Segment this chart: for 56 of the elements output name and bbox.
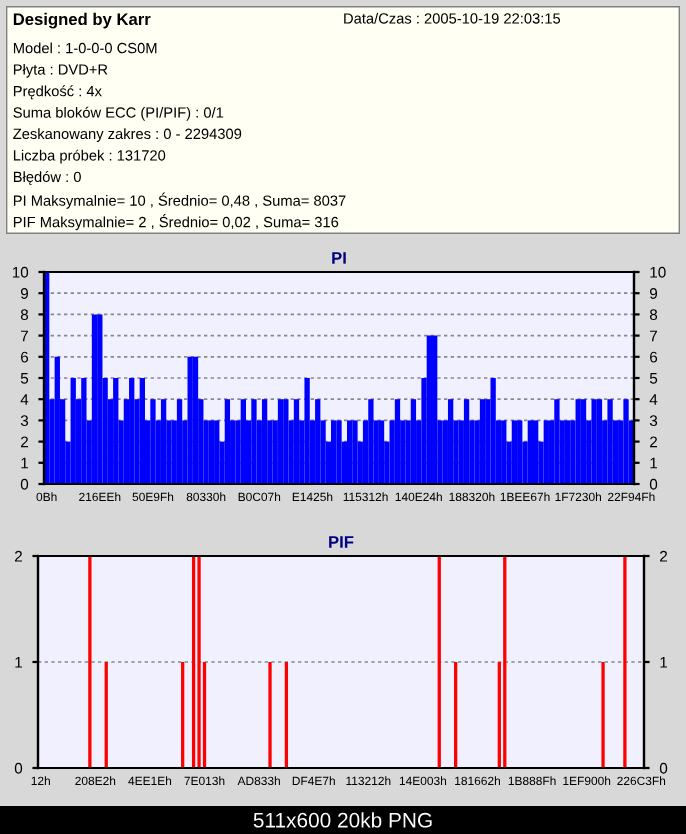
bar bbox=[277, 399, 284, 484]
bar bbox=[70, 378, 76, 484]
text: 511x600 20kb PNG bbox=[253, 812, 432, 828]
bar bbox=[81, 378, 87, 484]
bar bbox=[293, 399, 300, 484]
bar bbox=[97, 314, 103, 484]
bar bbox=[336, 420, 342, 484]
bar bbox=[187, 356, 193, 484]
bar bbox=[564, 420, 571, 484]
bar bbox=[447, 399, 454, 484]
bar bbox=[378, 420, 385, 484]
bar bbox=[346, 420, 353, 484]
bar bbox=[607, 399, 613, 484]
bar bbox=[623, 399, 629, 484]
bar bbox=[113, 378, 119, 484]
bar bbox=[192, 356, 199, 484]
bar bbox=[591, 399, 597, 484]
bar bbox=[214, 420, 220, 484]
bar bbox=[554, 399, 560, 484]
bar bbox=[352, 420, 358, 484]
bar bbox=[304, 378, 310, 484]
bar bbox=[251, 399, 257, 484]
bar bbox=[463, 399, 470, 484]
bar bbox=[596, 399, 603, 484]
bar bbox=[543, 420, 549, 484]
bar bbox=[331, 420, 337, 484]
bar bbox=[533, 420, 539, 484]
bar bbox=[224, 399, 231, 484]
bar bbox=[208, 420, 215, 484]
bar bbox=[261, 399, 268, 484]
bar bbox=[176, 399, 183, 484]
bar bbox=[517, 420, 523, 484]
bar bbox=[479, 399, 486, 484]
bar bbox=[368, 399, 374, 484]
bar bbox=[511, 420, 518, 484]
bar bbox=[580, 399, 587, 484]
bar bbox=[432, 335, 438, 484]
bar bbox=[240, 399, 246, 484]
chart-title: PI bbox=[332, 252, 346, 264]
chart-title: PIF bbox=[329, 536, 354, 548]
bar bbox=[490, 378, 496, 484]
bar bbox=[501, 420, 507, 484]
bar bbox=[315, 399, 321, 484]
bar bbox=[129, 378, 135, 484]
bar bbox=[54, 356, 60, 484]
bar bbox=[160, 399, 167, 484]
bar bbox=[527, 420, 534, 484]
bar bbox=[139, 378, 145, 484]
bar bbox=[91, 314, 98, 484]
bar bbox=[575, 399, 581, 484]
text: Designed by Karr bbox=[13, 12, 151, 29]
bar bbox=[394, 399, 401, 484]
bar bbox=[410, 399, 417, 484]
bar bbox=[283, 399, 289, 484]
bar bbox=[150, 399, 156, 484]
bar bbox=[426, 335, 433, 484]
